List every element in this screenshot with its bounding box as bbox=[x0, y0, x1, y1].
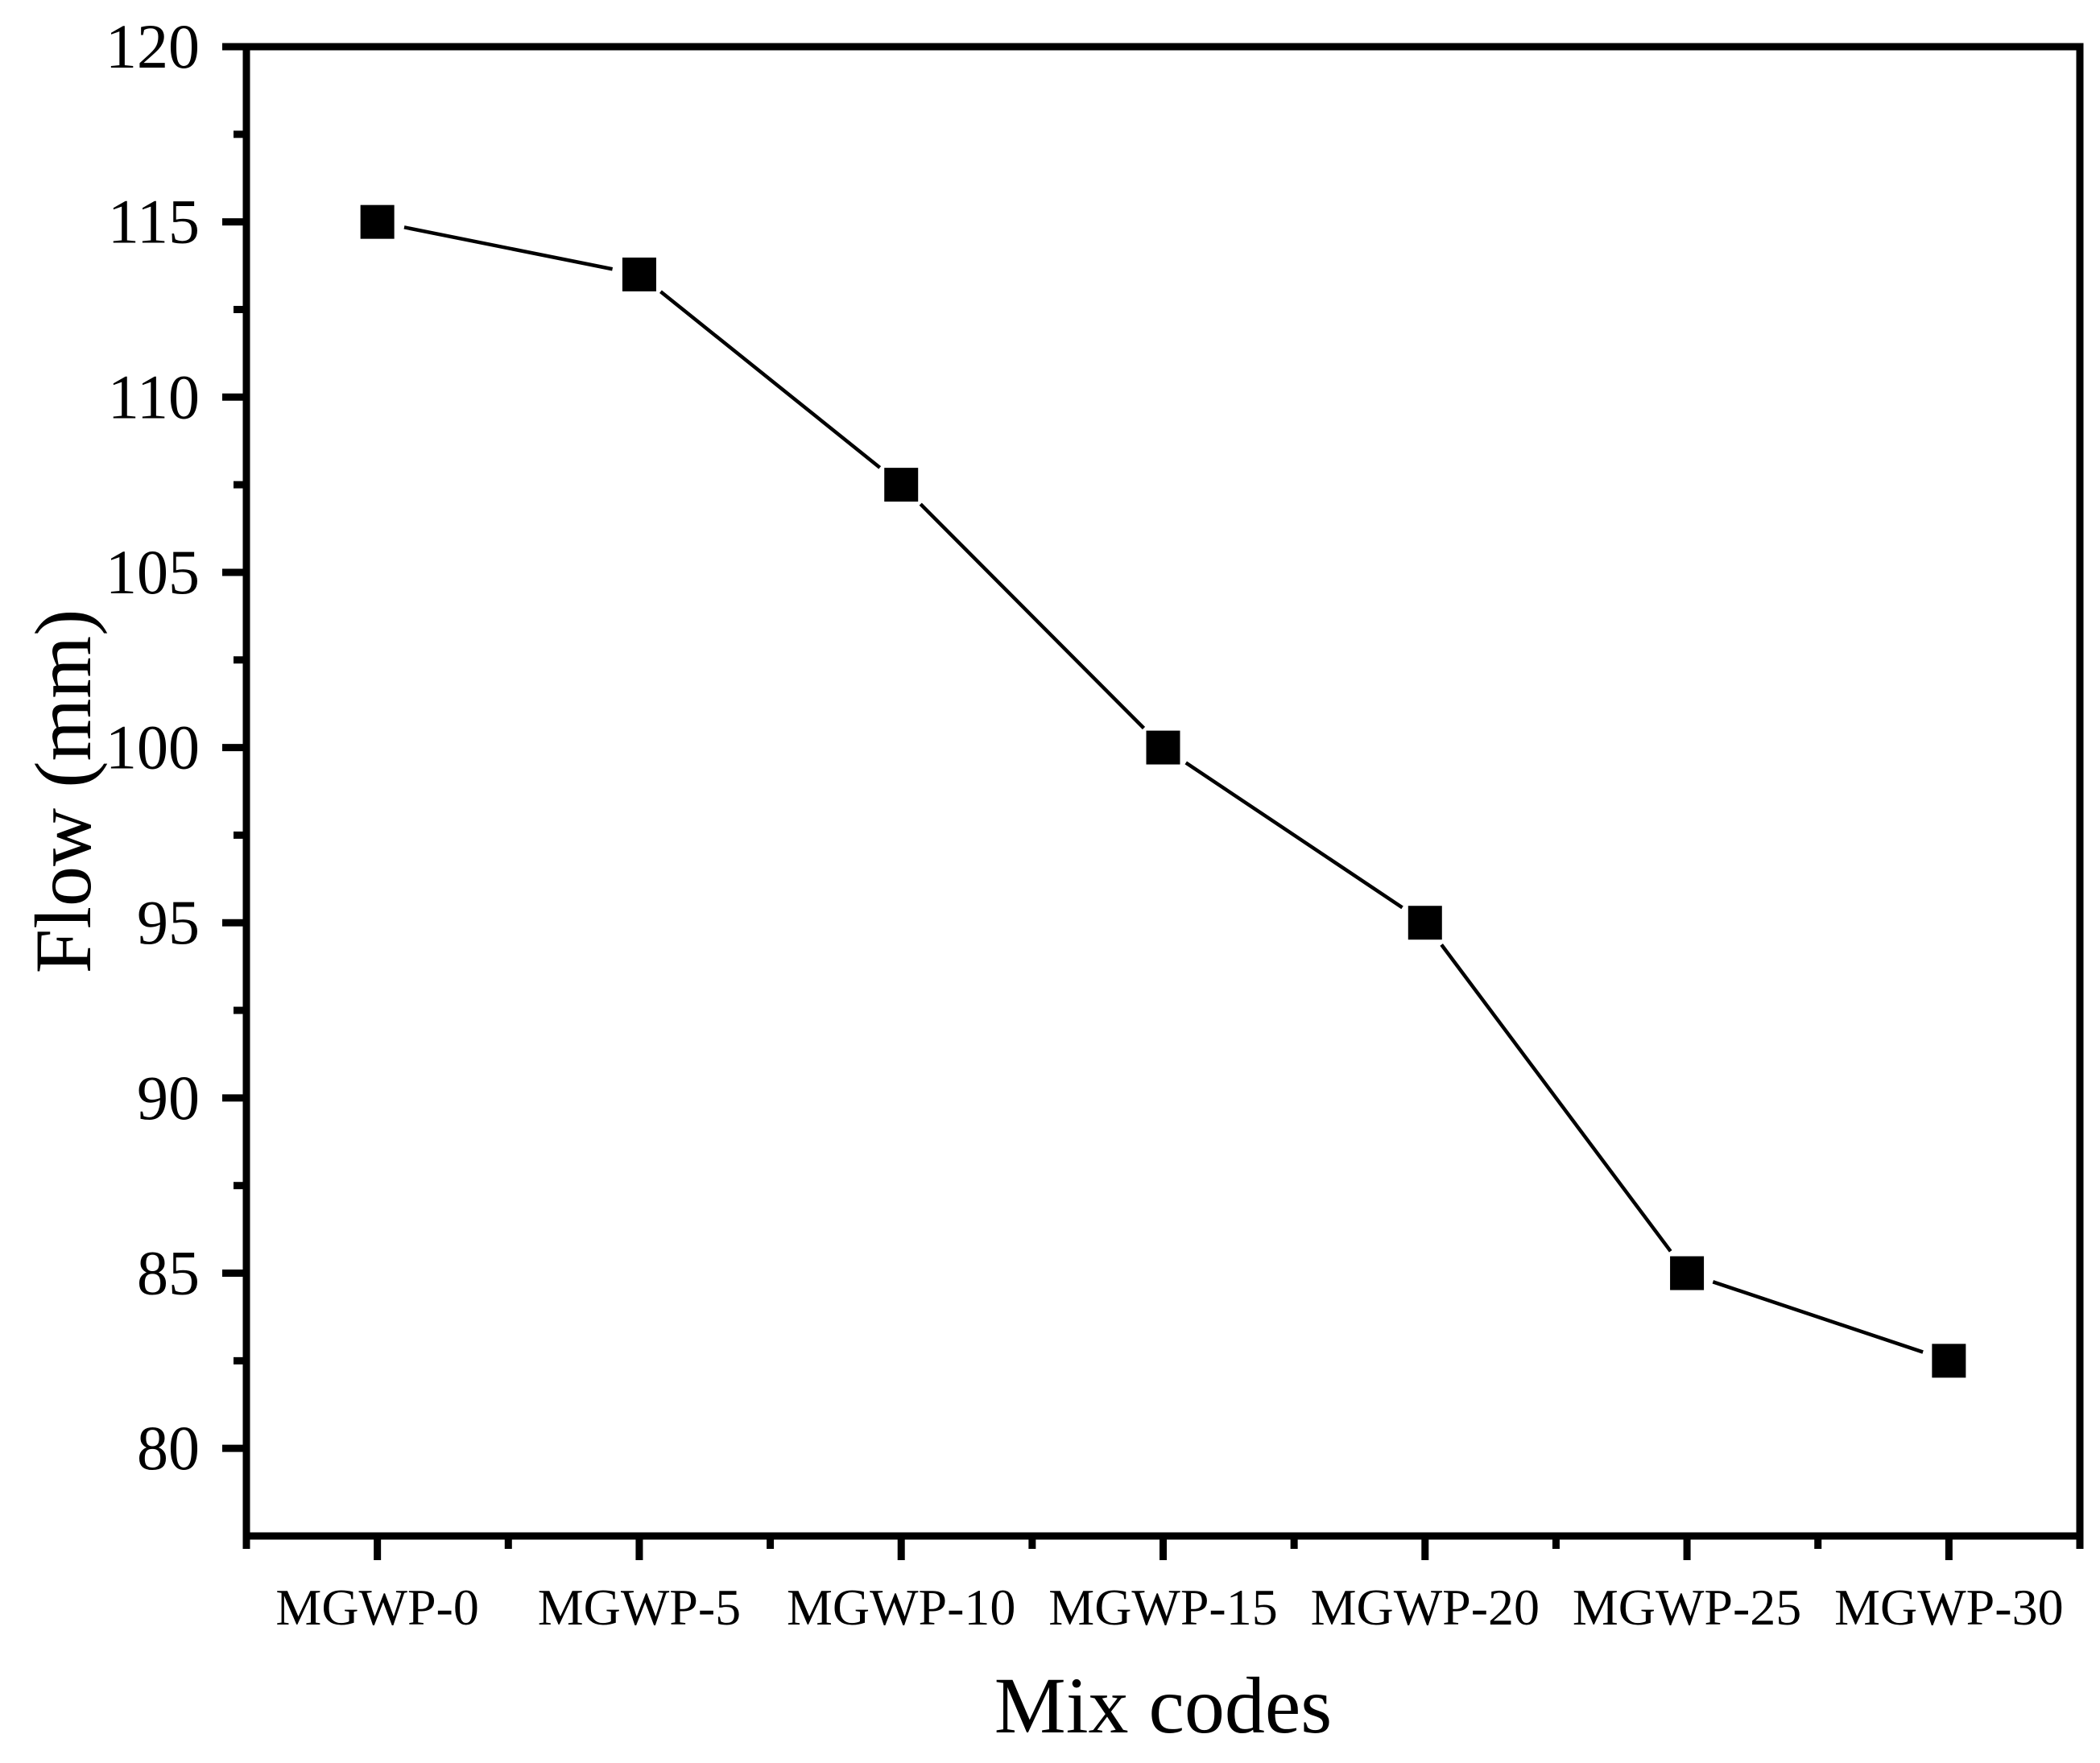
y-tick-label: 80 bbox=[137, 1413, 200, 1483]
data-point-marker bbox=[1932, 1344, 1966, 1378]
plot-frame bbox=[242, 43, 2084, 1540]
series-line-segment bbox=[1440, 943, 1672, 1253]
series-line-segment bbox=[659, 290, 882, 469]
y-tick-label: 90 bbox=[137, 1063, 200, 1133]
y-tick-label: 100 bbox=[105, 712, 200, 782]
y-axis-title: Flow (mm) bbox=[19, 609, 108, 974]
series-line-segment bbox=[1184, 761, 1403, 910]
series-line-segment bbox=[919, 502, 1146, 730]
x-axis-title: Mix codes bbox=[994, 1661, 1332, 1750]
y-tick-label: 110 bbox=[108, 361, 200, 431]
x-tick-label: MGWP-20 bbox=[1311, 1579, 1540, 1636]
y-tick-label: 120 bbox=[105, 11, 200, 81]
x-tick-label: MGWP-0 bbox=[275, 1579, 478, 1636]
y-tick-label: 85 bbox=[137, 1238, 200, 1308]
data-point-marker bbox=[1670, 1256, 1705, 1290]
data-point-marker bbox=[1408, 906, 1442, 940]
y-tick-label: 115 bbox=[108, 187, 200, 257]
series-line-segment bbox=[1712, 1280, 1924, 1354]
x-tick-label: MGWP-5 bbox=[538, 1579, 741, 1636]
x-tick-label: MGWP-30 bbox=[1834, 1579, 2063, 1636]
y-tick-label: 95 bbox=[137, 887, 200, 957]
series-line-segment bbox=[403, 225, 614, 271]
data-point-marker bbox=[622, 257, 656, 291]
data-point-marker bbox=[884, 468, 919, 502]
x-tick-label: MGWP-25 bbox=[1573, 1579, 1801, 1636]
x-tick-label: MGWP-10 bbox=[787, 1579, 1015, 1636]
y-tick-label: 105 bbox=[105, 537, 200, 607]
data-point-marker bbox=[360, 204, 395, 239]
x-tick-label: MGWP-15 bbox=[1048, 1579, 1277, 1636]
data-point-marker bbox=[1146, 730, 1180, 765]
